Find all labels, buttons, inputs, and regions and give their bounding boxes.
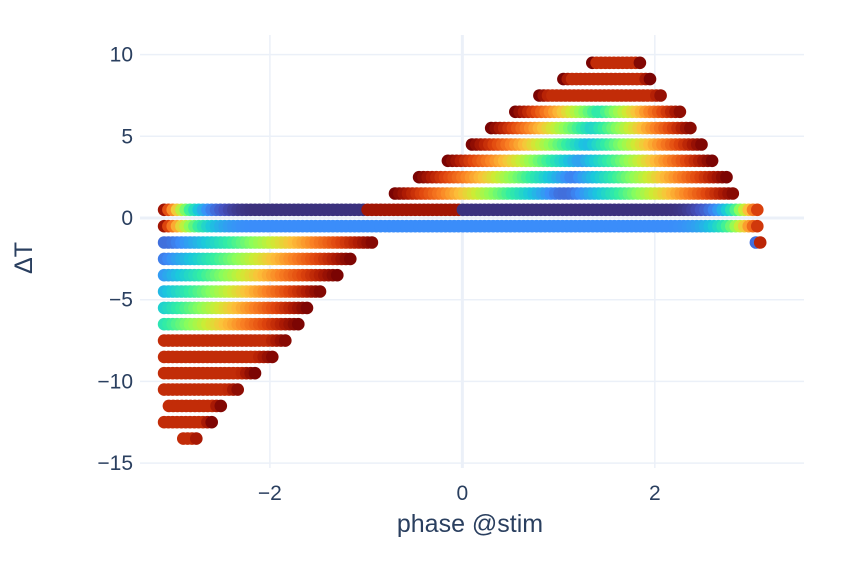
data-point [248,366,262,380]
data-point [266,350,279,364]
y-tick-label: 0 [121,207,133,230]
data-point [751,203,764,217]
x-axis-title: phase @stim [397,510,543,538]
data-points [157,56,767,445]
data-point [331,268,344,282]
data-point [214,399,228,413]
data-point [231,383,244,396]
y-tick-label: −10 [97,370,133,393]
y-tick-label: 10 [110,44,133,67]
data-point [292,317,305,331]
data-point [673,105,687,119]
data-point [205,415,218,429]
tick-labels: −2 0 2 −15 −10 −5 0 5 10 [97,44,660,505]
data-point [720,170,733,184]
data-point [726,187,740,200]
y-tick-label: −5 [109,289,133,312]
y-tick-label: −15 [97,452,133,475]
data-point [633,56,647,70]
data-point [190,432,203,445]
data-point [313,285,327,298]
data-point [705,154,719,168]
data-point [365,236,379,249]
y-axis-title: ΔT [10,242,38,274]
data-point [300,301,314,315]
data-point [684,121,697,135]
x-tick-label: −2 [258,482,282,505]
data-point [654,89,667,102]
data-point [751,219,764,233]
x-tick-label: 0 [457,482,469,505]
data-point [753,236,767,249]
x-tick-label: 2 [649,482,661,505]
data-point [695,138,708,151]
data-point [344,252,357,266]
y-tick-label: 5 [121,125,133,148]
data-point [643,72,657,86]
data-point [279,334,292,347]
